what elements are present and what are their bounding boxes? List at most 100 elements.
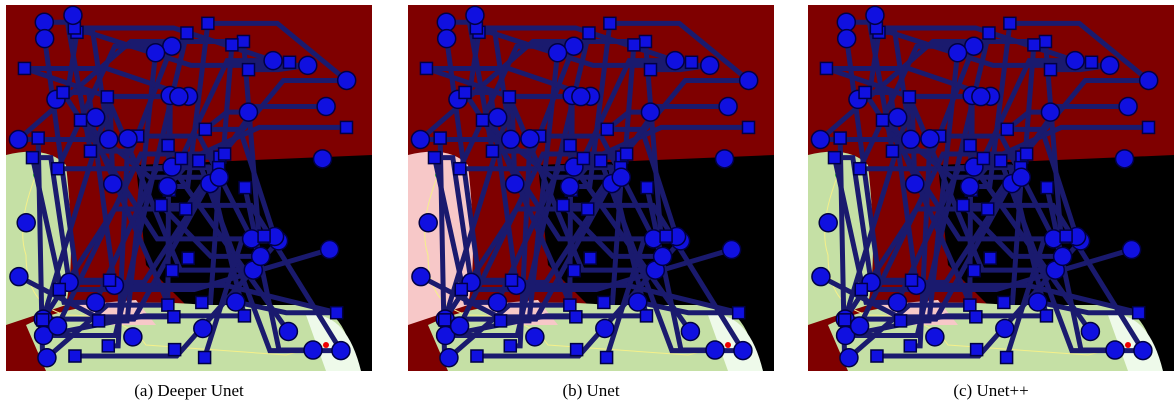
obstacle-square xyxy=(175,152,187,164)
caption: (c) Unet++ xyxy=(808,381,1174,401)
caption: (a) Deeper Unet xyxy=(6,381,372,401)
obstacle-square xyxy=(459,86,471,98)
segmentation-map xyxy=(808,5,1174,371)
obstacle-square xyxy=(74,114,86,126)
obstacle-square xyxy=(601,352,613,364)
obstacle-square xyxy=(582,203,594,215)
obstacle-square xyxy=(180,203,192,215)
obstacle-circle xyxy=(965,37,983,55)
obstacle-square xyxy=(660,230,672,242)
obstacle-circle xyxy=(1116,150,1134,168)
obstacle-circle xyxy=(440,349,458,367)
obstacle-square xyxy=(557,199,569,211)
obstacle-square xyxy=(828,152,840,164)
obstacle-circle xyxy=(851,317,869,335)
goal-point xyxy=(725,342,731,348)
obstacle-square xyxy=(957,199,969,211)
obstacle-circle xyxy=(1119,98,1137,116)
obstacle-circle xyxy=(10,268,28,286)
obstacle-square xyxy=(202,17,214,29)
obstacle-square xyxy=(834,132,846,144)
obstacle-square xyxy=(1001,123,1013,135)
obstacle-square xyxy=(995,155,1007,167)
obstacle-circle xyxy=(466,6,484,24)
obstacle-square xyxy=(471,350,483,362)
obstacle-square xyxy=(854,163,866,175)
obstacle-square xyxy=(998,296,1010,308)
obstacle-square xyxy=(1041,182,1053,194)
obstacle-circle xyxy=(812,268,830,286)
obstacle-square xyxy=(903,91,915,103)
obstacle-square xyxy=(258,230,270,242)
obstacle-circle xyxy=(1081,323,1099,341)
obstacle-circle xyxy=(210,168,228,186)
obstacle-square xyxy=(982,203,994,215)
obstacle-square xyxy=(18,62,30,74)
obstacle-circle xyxy=(104,175,122,193)
obstacle-circle xyxy=(1054,247,1072,265)
obstacle-circle xyxy=(612,168,630,186)
obstacle-square xyxy=(971,344,983,356)
obstacle-circle xyxy=(163,37,181,55)
obstacle-square xyxy=(621,148,633,160)
obstacle-circle xyxy=(159,178,177,196)
obstacle-circle xyxy=(996,319,1014,337)
figure: (a) Deeper Unet (b) Unet (c) Unet++ xyxy=(0,0,1174,404)
obstacle-circle xyxy=(572,88,590,106)
obstacle-circle xyxy=(949,44,967,62)
obstacle-circle xyxy=(811,130,829,148)
obstacle-circle xyxy=(840,349,858,367)
obstacle-circle xyxy=(338,71,356,89)
obstacle-circle xyxy=(36,30,54,48)
obstacle-circle xyxy=(1140,71,1158,89)
obstacle-square xyxy=(601,123,613,135)
obstacle-square xyxy=(564,299,576,311)
obstacle-circle xyxy=(565,37,583,55)
obstacle-circle xyxy=(489,293,507,311)
obstacle-circle xyxy=(972,88,990,106)
obstacle-circle xyxy=(866,6,884,24)
obstacle-square xyxy=(1142,121,1154,133)
obstacle-circle xyxy=(299,56,317,74)
segmentation-map xyxy=(408,5,774,371)
obstacle-circle xyxy=(170,88,188,106)
obstacle-square xyxy=(983,27,995,39)
obstacle-square xyxy=(571,344,583,356)
obstacle-square xyxy=(454,163,466,175)
obstacle-square xyxy=(871,350,883,362)
obstacle-circle xyxy=(506,175,524,193)
obstacle-square xyxy=(1133,307,1145,319)
obstacle-square xyxy=(964,140,976,152)
obstacle-square xyxy=(196,296,208,308)
obstacle-circle xyxy=(437,13,455,31)
obstacle-square xyxy=(340,121,352,133)
obstacle-square xyxy=(906,274,918,286)
obstacle-circle xyxy=(87,108,105,126)
obstacle-square xyxy=(486,145,498,157)
obstacle-square xyxy=(570,311,582,323)
obstacle-square xyxy=(977,152,989,164)
obstacle-square xyxy=(226,39,238,51)
obstacle-circle xyxy=(719,98,737,116)
obstacle-square xyxy=(1040,310,1052,322)
obstacle-square xyxy=(166,265,178,277)
obstacle-square xyxy=(640,310,652,322)
obstacle-square xyxy=(69,350,81,362)
obstacle-circle xyxy=(1123,241,1141,259)
obstacle-circle xyxy=(194,319,212,337)
obstacle-square xyxy=(495,315,507,327)
obstacle-square xyxy=(32,132,44,144)
obstacle-square xyxy=(1021,148,1033,160)
obstacle-square xyxy=(644,64,656,76)
obstacle-circle xyxy=(412,268,430,286)
obstacle-square xyxy=(84,145,96,157)
obstacle-square xyxy=(970,311,982,323)
panel: (c) Unet++ xyxy=(808,5,1174,401)
obstacle-square xyxy=(162,299,174,311)
obstacle-square xyxy=(598,296,610,308)
obstacle-square xyxy=(886,145,898,157)
obstacle-square xyxy=(1086,56,1098,68)
obstacle-circle xyxy=(147,44,165,62)
obstacle-circle xyxy=(723,241,741,259)
obstacle-circle xyxy=(438,30,456,48)
